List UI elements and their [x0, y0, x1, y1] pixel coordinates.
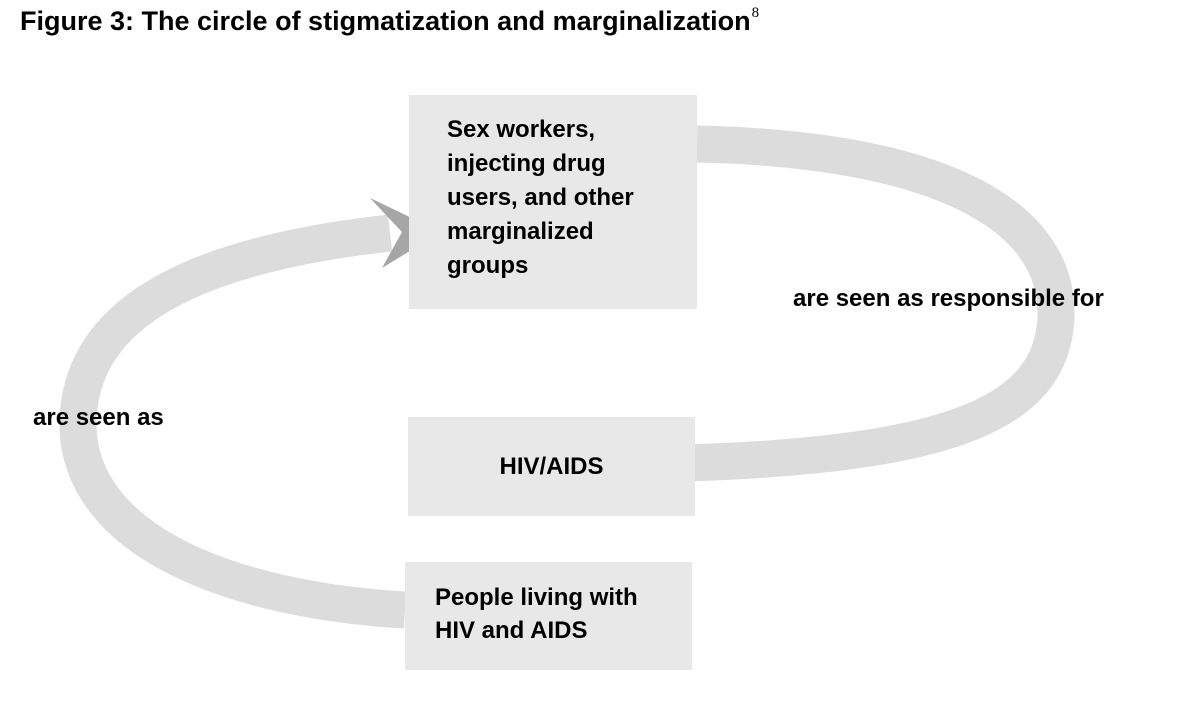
node-text-line: users, and other — [447, 184, 634, 211]
edge-label-seen-as: are seen as — [33, 404, 164, 431]
node-text-line: People living with — [435, 584, 638, 611]
node-text: HIV/AIDS — [499, 453, 604, 480]
node-text-line: HIV and AIDS — [435, 617, 588, 644]
node-hiv-aids: HIV/AIDS — [408, 417, 695, 516]
node-text-line: Sex workers, — [447, 116, 596, 143]
node-text-line: injecting drug — [447, 150, 606, 177]
footnote-marker: 8 — [751, 5, 760, 21]
left-arrow-band — [59, 214, 407, 629]
node-text-line: groups — [447, 252, 529, 279]
node-people-living-with-hiv: People living with HIV and AIDS — [405, 562, 692, 670]
node-text-line: marginalized — [447, 218, 594, 245]
left-arrowhead — [370, 198, 441, 268]
figure-title: Figure 3: The circle of stigmatization a… — [20, 5, 760, 37]
figure-title-text: Figure 3: The circle of stigmatization a… — [20, 6, 751, 36]
node-marginalized-groups: Sex workers, injecting drug users, and o… — [409, 95, 697, 309]
edge-label-responsible-for: are seen as responsible for — [793, 285, 1104, 312]
right-arrow-band — [687, 125, 1075, 482]
